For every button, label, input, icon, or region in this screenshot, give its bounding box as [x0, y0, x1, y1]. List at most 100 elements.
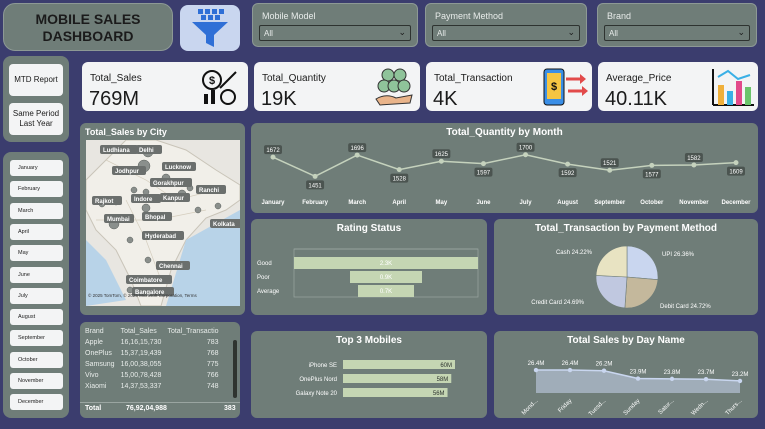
month-button-december[interactable]: December [10, 394, 63, 411]
bar[interactable] [343, 374, 452, 383]
data-point[interactable] [523, 152, 529, 158]
data-point[interactable] [312, 173, 318, 179]
kpi-value: 19K [261, 88, 297, 110]
table-cell: 16,16,15,730 [120, 339, 162, 346]
city-bubble[interactable] [130, 186, 138, 194]
data-point[interactable] [533, 367, 539, 373]
pie-slice[interactable] [624, 276, 659, 309]
city-label: Indore [134, 197, 153, 203]
column-header[interactable]: Brand [85, 328, 104, 335]
slicer-brand[interactable]: Brand All ⌄ [597, 3, 757, 47]
bar[interactable] [343, 360, 455, 369]
payment-pie-chart: UPI 26.36% Debit Card 24.72% Credit Card 2… [531, 245, 711, 310]
bar[interactable] [358, 285, 414, 297]
month-button-march[interactable]: March [10, 202, 63, 219]
data-point[interactable] [354, 152, 360, 158]
chart-title: Total_Transaction by Payment Method [534, 223, 718, 234]
city-label: Bhopal [145, 215, 166, 221]
data-point[interactable] [669, 376, 675, 382]
month-button-february[interactable]: February [10, 181, 63, 198]
month-button-july[interactable]: July [10, 287, 63, 304]
city-label-bg [112, 166, 146, 175]
data-point[interactable] [480, 161, 486, 167]
city-label: Kanpur [163, 196, 185, 202]
same-period-last-year-button[interactable]: Same Period Last Year [9, 103, 63, 135]
series-area [536, 370, 740, 393]
payment-method-dropdown[interactable]: All ⌄ [432, 25, 580, 41]
mobile-model-dropdown[interactable]: All ⌄ [259, 25, 411, 41]
bar[interactable] [294, 257, 478, 269]
filter-funnel-icon[interactable] [180, 5, 240, 51]
table-scrollbar[interactable] [233, 340, 237, 398]
city-bubble[interactable] [194, 206, 202, 214]
table-cell: 768 [206, 350, 219, 357]
kpi-title: Total_Sales [90, 73, 142, 84]
brand-table: Brand Total_Sales Total_Transactio Apple… [80, 322, 240, 418]
data-point[interactable] [649, 162, 655, 168]
data-label: 2.3K [380, 261, 392, 267]
city-bubble[interactable] [144, 256, 152, 264]
bar[interactable] [350, 271, 422, 283]
data-point[interactable] [270, 154, 276, 160]
quantity-line-chart: 1672 January 1451 February 1696 March 1528 Apri… [261, 142, 751, 206]
city-label-bg [104, 214, 134, 223]
kpi-title: Total_Quantity [262, 73, 326, 84]
data-point[interactable] [635, 376, 641, 381]
slicer-payment-method[interactable]: Payment Method All ⌄ [425, 3, 587, 47]
data-point[interactable] [438, 158, 444, 164]
month-button-june[interactable]: June [10, 266, 63, 283]
city-label-bg [132, 287, 174, 296]
slicer-mobile-model[interactable]: Mobile Model All ⌄ [252, 3, 418, 47]
data-label-bg [348, 143, 367, 153]
data-label-bg [432, 149, 451, 159]
month-button-january[interactable]: January [10, 160, 63, 176]
india-map[interactable]: Ludhiana Delhi Lucknow Jodhpur Gorakhpur Ranc… [86, 140, 240, 306]
top-mobiles-panel: Top 3 Mobiles 60M iPhone SE 58M OnePlus Nor… [251, 331, 487, 418]
city-label-bg [160, 193, 190, 202]
city-label: Chennai [159, 264, 183, 270]
data-point[interactable] [691, 162, 697, 168]
pie-slice[interactable] [595, 275, 628, 309]
data-label: 1521 [603, 161, 617, 167]
city-bubble[interactable] [126, 236, 134, 244]
series-line [272, 153, 737, 178]
city-label: Ranchi [199, 188, 219, 194]
data-label-bg [306, 180, 325, 190]
data-label: 58M [437, 377, 449, 383]
month-button-may[interactable]: May [10, 245, 63, 262]
city-label-bg [126, 275, 172, 284]
column-header[interactable]: Total_Sales [120, 328, 157, 335]
report-nav: MTD Report Same Period Last Year [3, 56, 69, 142]
month-button-september[interactable]: September [10, 330, 63, 347]
chevron-down-icon: ⌄ [398, 27, 406, 37]
city-bubble[interactable] [214, 202, 222, 210]
data-point[interactable] [396, 167, 402, 173]
map-attribution: © 2025 TomTom, © 2025 Microsoft Corporat… [88, 293, 197, 298]
bar[interactable] [343, 388, 448, 397]
data-point[interactable] [703, 377, 709, 382]
data-point[interactable] [737, 378, 743, 384]
table-row: Samsung 16,00,38,055 775 [82, 359, 222, 370]
month-button-august[interactable]: August [10, 309, 63, 326]
data-label: 1528 [393, 177, 407, 183]
x-tick-label: Tuesd... [588, 398, 608, 418]
data-point[interactable] [567, 367, 573, 373]
pie-slice[interactable] [626, 245, 659, 280]
month-button-april[interactable]: April [10, 223, 63, 240]
column-header[interactable]: Total_Transactio [167, 328, 219, 335]
data-point[interactable] [565, 161, 571, 167]
mtd-report-button[interactable]: MTD Report [9, 64, 63, 96]
chevron-down-icon: ⌄ [737, 27, 745, 37]
pie-slice[interactable] [595, 245, 628, 278]
month-button-november[interactable]: November [10, 373, 63, 389]
month-button-october[interactable]: October [10, 351, 63, 368]
x-tick-label: March [348, 200, 366, 206]
data-point[interactable] [607, 167, 613, 173]
city-label: Mumbai [107, 217, 130, 223]
brand-dropdown[interactable]: All ⌄ [604, 25, 750, 41]
data-label: 1577 [645, 172, 659, 178]
data-point[interactable] [733, 160, 739, 166]
chart-title: Rating Status [336, 223, 402, 234]
city-bubble[interactable] [141, 203, 151, 213]
data-point[interactable] [601, 368, 607, 373]
